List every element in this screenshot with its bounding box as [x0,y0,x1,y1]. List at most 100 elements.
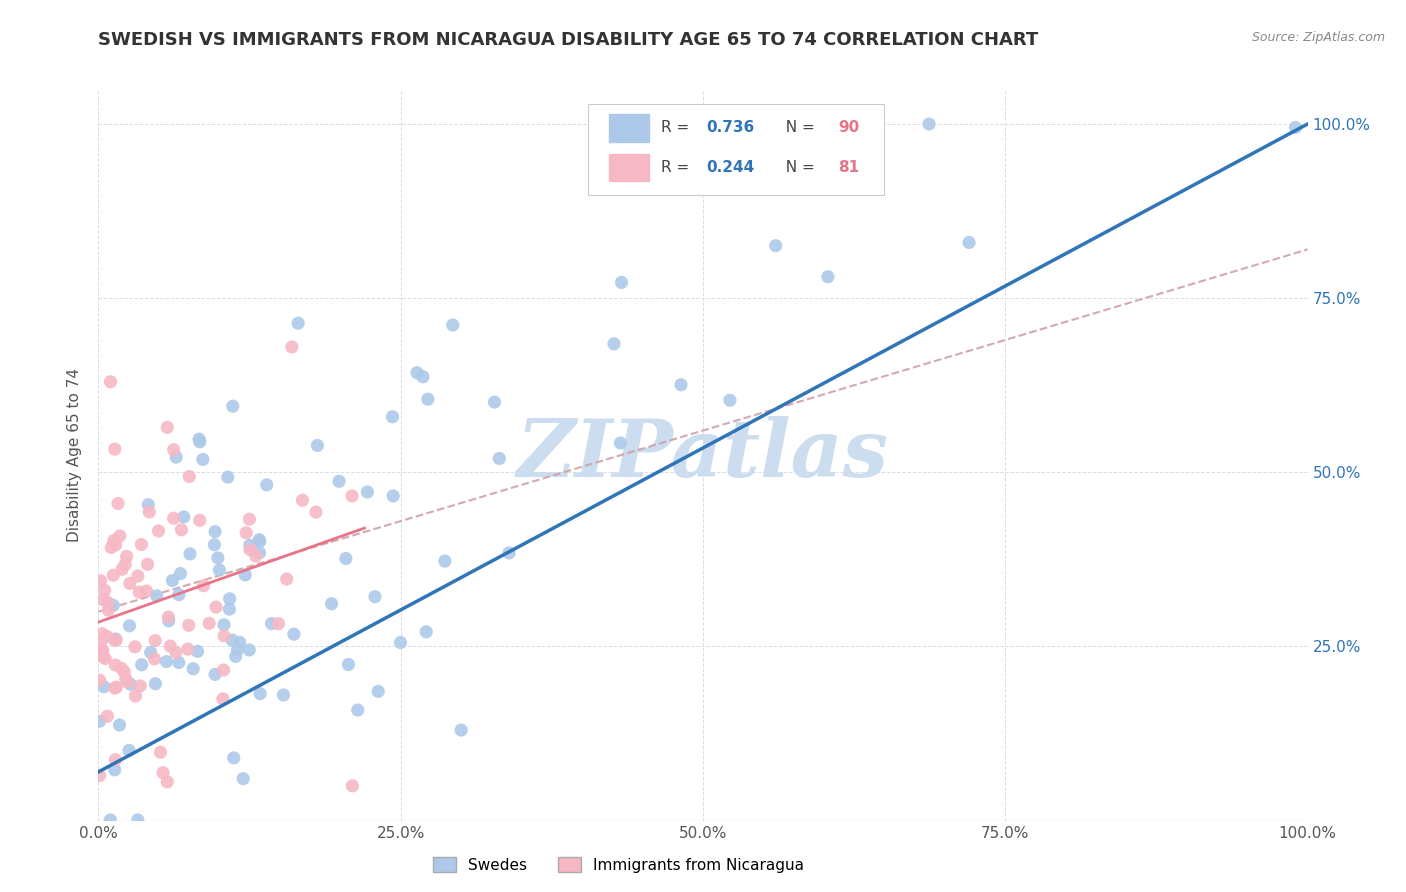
Point [610,276,633,290]
Point [718,393,741,408]
Point [450,723,472,737]
Point [218,591,240,606]
Point [239,538,262,552]
Point [225,649,247,664]
Point [143,652,166,666]
Text: 0.244: 0.244 [707,160,755,175]
Point [115,549,138,564]
Point [177,642,200,657]
Point [342,779,364,793]
Point [135,584,157,599]
Point [191,452,214,467]
Point [273,688,295,702]
Bar [609,114,648,142]
Point [159,639,181,653]
Point [89,636,111,650]
Point [179,469,201,483]
Point [235,525,257,540]
Point [208,563,231,577]
Point [765,238,787,252]
Point [114,558,136,572]
Point [157,610,180,624]
Point [117,674,139,689]
Point [93,680,115,694]
Point [90,574,112,588]
Point [957,235,980,250]
Point [104,753,127,767]
Text: Source: ZipAtlas.com: Source: ZipAtlas.com [1251,31,1385,45]
Point [156,775,179,789]
Point [97,603,120,617]
Point [165,645,187,659]
Point [740,173,762,187]
Point [104,681,127,695]
Point [364,590,387,604]
Point [96,630,118,644]
Point [222,751,245,765]
Point [381,409,404,424]
Point [145,676,167,690]
Point [488,451,510,466]
Point [111,661,134,675]
Point [170,523,193,537]
Point [217,470,239,484]
Point [609,436,631,450]
Point [167,588,190,602]
Point [93,583,115,598]
Point [163,442,186,457]
Point [276,572,298,586]
Point [124,640,146,654]
Point [143,633,166,648]
Point [356,485,378,500]
Point [124,689,146,703]
Point [139,645,162,659]
Point [145,589,167,603]
Point [104,658,127,673]
Point [406,366,429,380]
Point [218,602,240,616]
Point [256,478,278,492]
Point [97,595,120,609]
Point [89,646,111,660]
Point [111,562,134,576]
Point [138,505,160,519]
Point [328,475,350,489]
Point [187,644,209,658]
Point [238,512,260,526]
Point [281,340,304,354]
Point [108,529,131,543]
Point [207,550,229,565]
Point [212,692,235,706]
Text: 90: 90 [838,120,859,136]
Text: R =: R = [661,120,693,136]
Point [120,677,142,691]
Point [416,392,439,406]
Point [148,524,170,538]
Bar [609,153,648,181]
Point [105,633,128,648]
Point [498,546,520,560]
Text: SWEDISH VS IMMIGRANTS FROM NICARAGUA DISABILITY AGE 65 TO 74 CORRELATION CHART: SWEDISH VS IMMIGRANTS FROM NICARAGUA DIS… [98,31,1039,49]
Point [817,269,839,284]
Text: N =: N = [776,160,820,175]
Point [202,538,225,552]
Point [149,745,172,759]
Point [321,597,343,611]
Point [337,657,360,672]
Point [112,665,135,679]
Point [103,533,125,548]
Point [167,656,190,670]
Point [669,377,692,392]
Point [305,505,328,519]
Point [389,635,412,649]
Point [198,616,221,631]
Point [100,375,122,389]
Point [283,627,305,641]
Point [108,718,131,732]
Point [152,765,174,780]
Point [136,498,159,512]
Point [104,442,127,456]
Point [105,680,128,694]
Point [1284,120,1306,135]
Point [104,632,127,646]
